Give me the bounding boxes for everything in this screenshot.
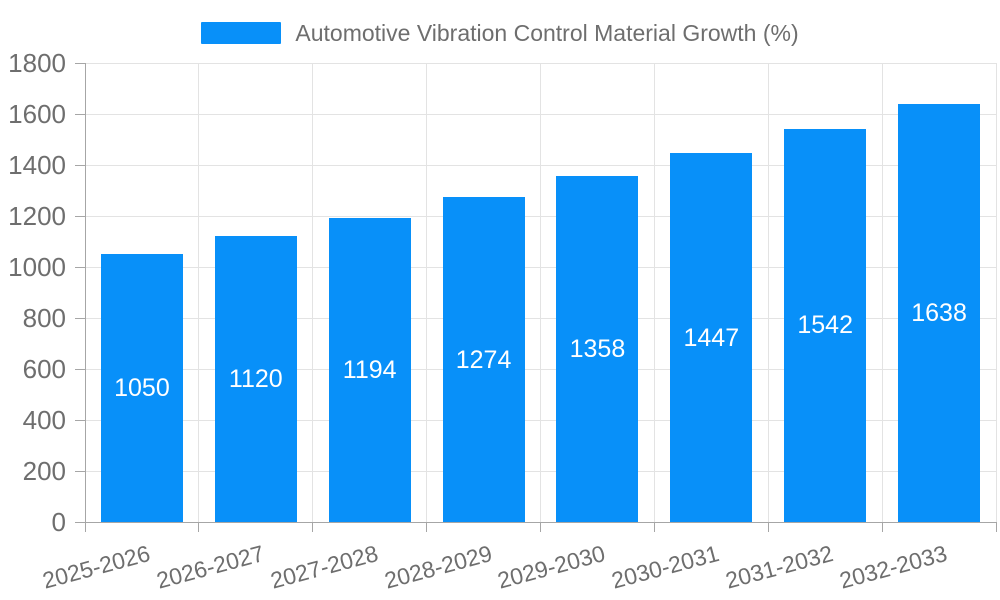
y-tick-mark [75, 368, 85, 370]
bar-value-label: 1447 [683, 323, 740, 352]
x-axis-line [85, 521, 996, 523]
x-tick-mark [426, 522, 428, 532]
bar[interactable] [670, 153, 753, 522]
y-tick-label: 1000 [8, 252, 66, 282]
bar[interactable] [100, 254, 183, 522]
y-tick-mark [75, 521, 85, 523]
x-gridline [198, 63, 200, 522]
y-tick-label: 0 [51, 507, 66, 537]
bar-value-label: 1120 [228, 365, 283, 394]
y-tick-label: 1600 [8, 99, 66, 129]
bar-value-label: 1050 [114, 374, 170, 403]
x-gridline [995, 63, 997, 522]
x-gridline [540, 63, 541, 522]
x-tick-mark [995, 522, 997, 532]
bar[interactable] [442, 197, 525, 522]
bar-value-label: 1194 [342, 355, 397, 384]
y-tick-label: 800 [22, 303, 66, 333]
x-gridline [426, 63, 428, 522]
x-tick-mark [198, 522, 200, 532]
bar[interactable] [784, 128, 867, 522]
legend-label: Automotive Vibration Control Material Gr… [295, 19, 799, 46]
y-tick-label: 600 [22, 354, 66, 384]
y-tick-mark [75, 419, 85, 421]
bar[interactable] [898, 104, 981, 522]
y-tick-label: 1200 [8, 201, 66, 231]
y-tick-mark [75, 317, 85, 319]
x-tick-mark [653, 522, 655, 532]
bar[interactable] [328, 217, 411, 522]
x-gridline [312, 63, 314, 522]
bar-value-label: 1638 [911, 299, 967, 328]
bar[interactable] [214, 236, 297, 522]
x-gridline [767, 63, 769, 522]
x-tick-mark [540, 522, 541, 532]
y-tick-mark [75, 62, 85, 64]
x-tick-mark [312, 522, 314, 532]
y-tick-label: 1800 [8, 48, 66, 78]
x-gridline [653, 63, 655, 522]
bar[interactable] [556, 175, 639, 522]
y-tick-mark [75, 215, 85, 217]
bar-value-label: 1542 [797, 311, 853, 340]
y-axis-line [84, 63, 86, 522]
legend[interactable]: Automotive Vibration Control Material Gr… [0, 18, 1000, 48]
y-tick-mark [75, 113, 85, 115]
x-tick-mark [767, 522, 769, 532]
x-tick-mark [84, 522, 86, 532]
y-tick-mark [75, 470, 85, 472]
x-tick-mark [881, 522, 883, 532]
x-gridline [881, 63, 883, 522]
bar-value-label: 1358 [569, 334, 626, 363]
legend-swatch [201, 22, 282, 44]
y-tick-label: 200 [22, 456, 66, 486]
y-tick-label: 400 [22, 405, 66, 435]
bar-value-label: 1274 [455, 345, 512, 374]
y-tick-label: 1400 [8, 150, 66, 180]
y-tick-mark [75, 266, 85, 268]
y-tick-mark [75, 164, 85, 166]
